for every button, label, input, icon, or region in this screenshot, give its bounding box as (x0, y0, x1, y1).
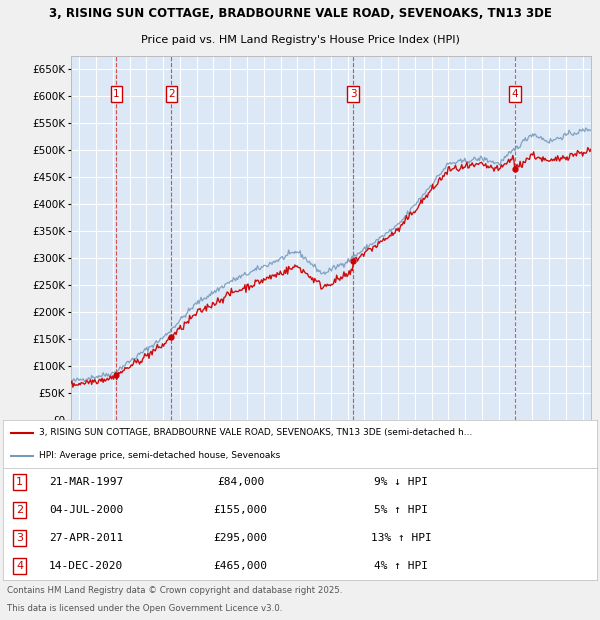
Text: 3, RISING SUN COTTAGE, BRADBOURNE VALE ROAD, SEVENOAKS, TN13 3DE: 3, RISING SUN COTTAGE, BRADBOURNE VALE R… (49, 7, 551, 20)
Text: 1: 1 (113, 89, 120, 99)
Text: 13% ↑ HPI: 13% ↑ HPI (371, 533, 431, 543)
Text: £84,000: £84,000 (217, 477, 264, 487)
Text: 4: 4 (16, 560, 23, 571)
Text: 21-MAR-1997: 21-MAR-1997 (49, 477, 123, 487)
Text: Price paid vs. HM Land Registry's House Price Index (HPI): Price paid vs. HM Land Registry's House … (140, 35, 460, 45)
Text: 4% ↑ HPI: 4% ↑ HPI (374, 560, 428, 571)
Text: 9% ↓ HPI: 9% ↓ HPI (374, 477, 428, 487)
Text: 3: 3 (16, 533, 23, 543)
Text: £465,000: £465,000 (214, 560, 268, 571)
Text: £155,000: £155,000 (214, 505, 268, 515)
Text: 4: 4 (511, 89, 518, 99)
Text: 27-APR-2011: 27-APR-2011 (49, 533, 123, 543)
Text: 2: 2 (168, 89, 175, 99)
Text: 3: 3 (350, 89, 356, 99)
Text: This data is licensed under the Open Government Licence v3.0.: This data is licensed under the Open Gov… (7, 604, 283, 613)
Text: 5% ↑ HPI: 5% ↑ HPI (374, 505, 428, 515)
Text: £295,000: £295,000 (214, 533, 268, 543)
Text: 14-DEC-2020: 14-DEC-2020 (49, 560, 123, 571)
Text: 04-JUL-2000: 04-JUL-2000 (49, 505, 123, 515)
Text: 2: 2 (16, 505, 23, 515)
Text: HPI: Average price, semi-detached house, Sevenoaks: HPI: Average price, semi-detached house,… (38, 451, 280, 460)
Text: 1: 1 (16, 477, 23, 487)
Text: 3, RISING SUN COTTAGE, BRADBOURNE VALE ROAD, SEVENOAKS, TN13 3DE (semi-detached : 3, RISING SUN COTTAGE, BRADBOURNE VALE R… (38, 428, 472, 437)
Text: Contains HM Land Registry data © Crown copyright and database right 2025.: Contains HM Land Registry data © Crown c… (7, 587, 343, 595)
